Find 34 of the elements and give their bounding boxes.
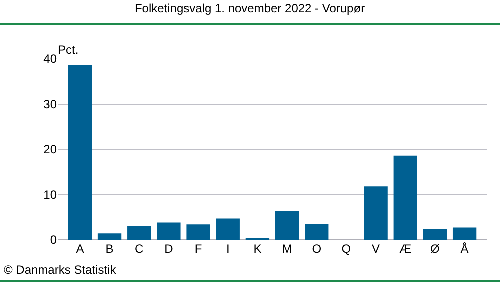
bar — [423, 229, 448, 240]
y-tick-label: 30 — [44, 97, 58, 112]
x-tick-label: Ø — [430, 242, 440, 256]
bar — [128, 226, 152, 240]
bar — [157, 222, 181, 240]
bar — [216, 218, 240, 240]
y-tick-label: 40 — [44, 52, 58, 66]
y-tick-label: 10 — [44, 188, 58, 202]
bar — [186, 224, 210, 240]
bar — [68, 65, 92, 240]
bar — [98, 234, 122, 240]
bar — [305, 224, 329, 240]
x-tick-label: Æ — [400, 242, 412, 256]
x-tick-label: V — [372, 242, 380, 256]
text: © Danmarks Statistik — [4, 263, 118, 277]
x-tick-label: Å — [460, 242, 469, 256]
x-tick-label: C — [135, 242, 144, 256]
chart-title: Folketingsvalg 1. november 2022 - Vorupør — [134, 2, 366, 16]
x-tick-label: I — [226, 242, 230, 256]
y-tick-label: 0 — [50, 233, 58, 248]
bar — [364, 186, 388, 240]
bar — [275, 211, 300, 240]
x-tick-label: M — [282, 242, 292, 256]
x-tick-label: A — [76, 242, 84, 256]
x-tick-label: O — [312, 242, 322, 256]
bar — [394, 156, 418, 240]
x-tick-label: F — [194, 242, 202, 256]
y-axis-title: Pct. — [58, 43, 79, 57]
x-tick-label: D — [164, 242, 174, 256]
x-tick-label: K — [254, 242, 262, 256]
x-tick-label: B — [106, 242, 114, 256]
y-tick-label: 20 — [44, 142, 58, 157]
x-tick-label: Q — [342, 242, 352, 256]
bar — [452, 228, 477, 240]
